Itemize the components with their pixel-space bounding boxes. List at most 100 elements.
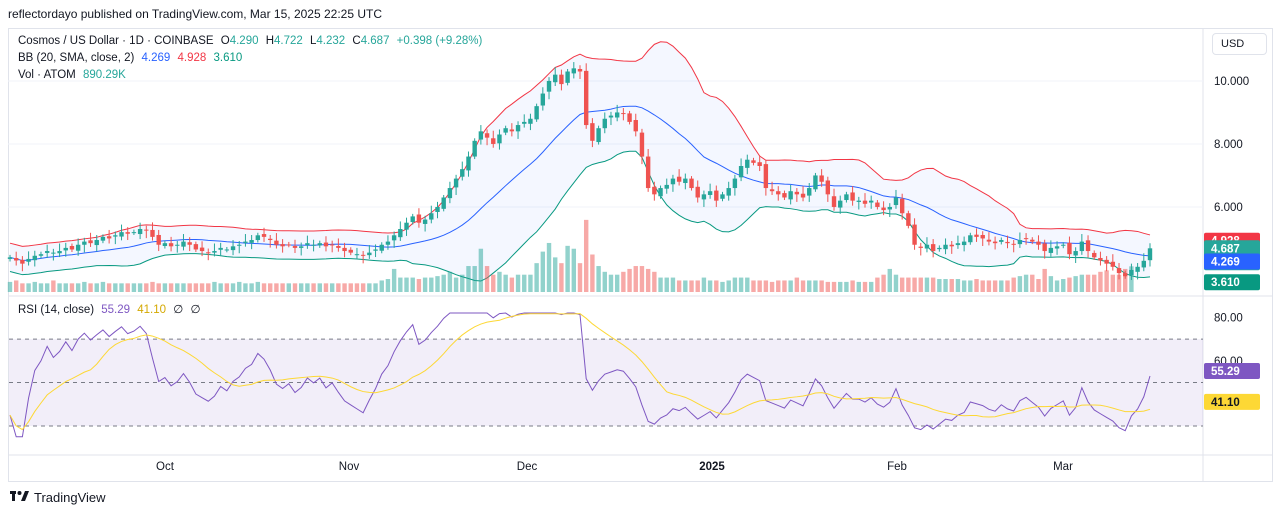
open-label: O <box>220 35 230 47</box>
volume-bar <box>286 283 292 292</box>
candle-body <box>94 240 99 246</box>
candle-body <box>13 257 19 261</box>
rsi-label: RSI (14, close) <box>18 304 95 316</box>
candle-body <box>435 206 440 212</box>
candle-body <box>825 180 831 195</box>
candle-body <box>614 112 620 118</box>
volume-bar <box>1067 277 1072 292</box>
volume-bar <box>348 283 353 292</box>
volume-bar <box>410 277 415 292</box>
rsi-div2: ∅ <box>190 304 201 316</box>
footer-brand[interactable]: TradingView <box>10 490 106 505</box>
candle-body <box>583 70 589 126</box>
candle-body <box>856 200 862 202</box>
volume-bar <box>590 254 595 292</box>
candle-body <box>893 197 899 206</box>
candle-body <box>187 242 192 245</box>
candle-body <box>106 236 112 239</box>
volume-bar <box>113 283 118 292</box>
candle-body <box>540 93 546 106</box>
price-tick-label: 6.000 <box>1214 202 1243 214</box>
volume-bar <box>986 280 992 292</box>
candle-body <box>980 234 985 239</box>
volume-bar <box>676 280 682 292</box>
candle-body <box>354 254 360 256</box>
volume-bar <box>652 271 657 292</box>
volume-bar <box>726 280 731 292</box>
volume-bar <box>1123 268 1128 292</box>
volume-bar <box>571 248 577 292</box>
publisher-line: reflectordayo published on TradingView.c… <box>8 7 382 21</box>
candle-body <box>1030 239 1035 242</box>
rsi-tick-label: 80.00 <box>1214 312 1243 324</box>
volume-bar <box>943 279 948 292</box>
candle-body <box>528 118 533 124</box>
volume-bar <box>261 283 267 292</box>
candle-body <box>1116 268 1122 274</box>
candle-body <box>906 213 911 226</box>
rsi-line <box>9 312 1151 438</box>
volume-bar <box>429 277 434 292</box>
candle-body <box>1085 240 1091 252</box>
candle-body <box>63 247 68 251</box>
volume-bar <box>621 271 626 292</box>
volume-bar <box>20 283 25 292</box>
volume-bar <box>472 266 477 292</box>
volume-bar <box>689 280 694 292</box>
volume-legend: Vol · ATOM 890.29K <box>18 69 130 81</box>
candle-body <box>391 235 397 241</box>
volume-bar <box>683 280 688 292</box>
candle-body <box>1092 252 1097 258</box>
volume-bar <box>484 266 490 292</box>
volume-bar <box>69 283 75 292</box>
volume-bar <box>583 219 589 292</box>
candle-body <box>416 214 422 223</box>
bb-lower-line <box>9 150 1151 282</box>
volume-bar <box>280 283 285 292</box>
candle-body <box>280 244 285 247</box>
volume-bar <box>156 283 161 292</box>
volume-bar <box>930 277 936 292</box>
volume-bar <box>868 281 874 292</box>
candle-body <box>1061 244 1066 246</box>
candle-body <box>453 178 459 188</box>
candle-body <box>850 192 855 201</box>
candle-body <box>621 113 626 115</box>
candle-body <box>385 241 391 245</box>
candle-body <box>144 229 149 231</box>
candle-body <box>218 247 223 250</box>
candle-body <box>360 254 366 256</box>
candle-body <box>20 259 25 264</box>
volume-bar <box>658 277 663 292</box>
candle-body <box>175 244 180 246</box>
volume-bar <box>800 280 806 292</box>
volume-bar <box>106 283 112 292</box>
rsi-value: 55.29 <box>101 304 131 316</box>
candle-body <box>974 234 979 237</box>
volume-bar <box>509 277 515 292</box>
volume-bar <box>1098 271 1103 292</box>
candle-body <box>553 74 558 83</box>
volume-bar <box>992 280 998 292</box>
candle-body <box>1042 243 1047 252</box>
symbol-title: Cosmos / US Dollar · 1D · COINBASE <box>18 35 214 47</box>
volume-bar <box>212 281 217 292</box>
candle-body <box>156 234 161 245</box>
volume-bar <box>391 268 397 292</box>
candle-body <box>695 186 700 198</box>
currency-button[interactable]: USD <box>1212 33 1267 55</box>
volume-bar <box>292 283 298 292</box>
candle-body <box>268 238 273 241</box>
volume-bar <box>745 277 750 292</box>
candle-body <box>342 247 347 252</box>
candle-body <box>794 191 800 195</box>
volume-bar <box>274 283 279 292</box>
candle-body <box>757 162 762 166</box>
candle-body <box>181 241 186 247</box>
candle-body <box>100 236 106 241</box>
candle-body <box>831 196 837 207</box>
x-tick-label: Nov <box>339 461 360 473</box>
volume-bar <box>360 283 366 292</box>
candle-body <box>237 244 242 246</box>
